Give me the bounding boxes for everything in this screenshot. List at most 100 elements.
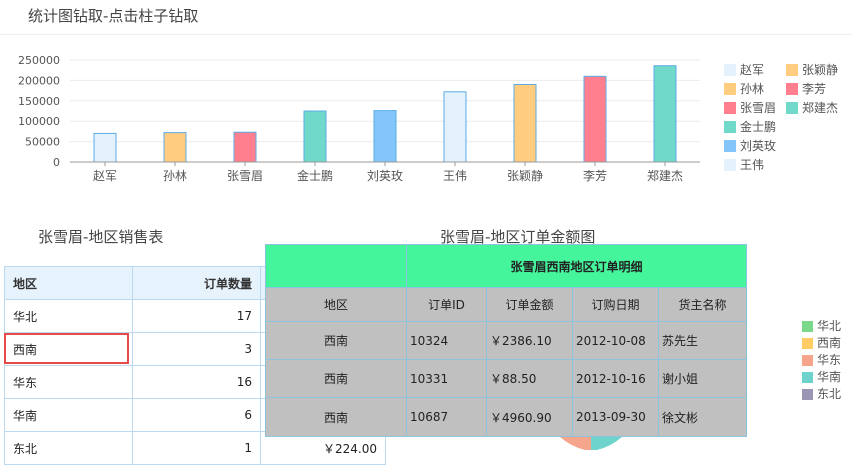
x-tick-label: 李芳: [583, 168, 607, 183]
popup-amount-cell: ￥88.50: [486, 359, 573, 398]
x-tick-label: 张颖静: [507, 169, 543, 183]
region-cell[interactable]: 华北: [4, 299, 133, 333]
region-cell[interactable]: 东北: [4, 431, 133, 465]
bar[interactable]: [513, 83, 537, 163]
sales-table-title: 张雪眉-地区销售表: [38, 228, 164, 246]
column-header-region: 地区: [4, 266, 133, 300]
popup-amount-cell: ￥2386.10: [486, 321, 573, 360]
x-tick-label: 赵军: [93, 169, 117, 183]
y-tick-label: 0: [53, 156, 60, 169]
order-count-cell: 17: [132, 299, 261, 333]
legend-swatch: [802, 321, 813, 332]
order-count-cell: 3: [132, 332, 261, 366]
popup-shipper-cell: 苏先生: [657, 321, 748, 360]
legend-label: 华北: [817, 319, 842, 333]
legend-label: 西南: [817, 336, 842, 350]
legend-label: 王伟: [740, 158, 765, 172]
legend-swatch: [786, 102, 798, 114]
popup-row: 西南 10687 ￥4960.90 2013-09-30 徐文彬: [265, 397, 748, 437]
popup-column-order-id: 订单ID: [406, 287, 487, 322]
legend-label: 郑建杰: [802, 101, 839, 115]
legend-swatch: [802, 338, 813, 349]
selected-cell-highlight: [4, 333, 129, 364]
order-count-cell: 16: [132, 365, 261, 399]
legend-swatch: [802, 389, 813, 400]
legend-label: 刘英玫: [740, 139, 777, 153]
y-tick-label: 200000: [18, 74, 60, 87]
bar[interactable]: [443, 91, 467, 163]
popup-column-amount: 订单金额: [486, 287, 573, 322]
bar[interactable]: [233, 131, 257, 163]
popup-title: 张雪眉西南地区订单明细: [405, 244, 748, 288]
order-detail-popup: 张雪眉西南地区订单明细 地区 订单ID 订单金额 订购日期 货主名称 西南 10…: [265, 244, 748, 437]
table-row[interactable]: 东北 1 ￥224.00: [4, 431, 386, 465]
region-cell[interactable]: 华南: [4, 398, 133, 432]
legend-swatch: [724, 159, 736, 171]
popup-order-id-cell: 10324: [406, 321, 487, 360]
order-count-cell: 1: [132, 431, 261, 465]
popup-date-cell: 2013-09-30: [572, 397, 659, 437]
bar[interactable]: [373, 110, 397, 163]
bar[interactable]: [163, 132, 187, 163]
legend-label: 李芳: [802, 82, 827, 96]
legend-swatch: [786, 64, 798, 76]
legend-label: 张雪眉: [740, 101, 777, 115]
popup-region-cell: 西南: [265, 359, 407, 398]
legend-swatch: [724, 102, 736, 114]
legend-label: 金士鹏: [740, 120, 777, 134]
legend-swatch: [786, 83, 798, 95]
legend-label: 赵军: [740, 63, 765, 77]
pie-chart-partial: [560, 436, 622, 450]
legend-label: 华南: [817, 370, 842, 384]
region-cell[interactable]: 华东: [4, 365, 133, 399]
popup-date-cell: 2012-10-16: [572, 359, 659, 398]
legend-label: 张颖静: [802, 63, 839, 77]
popup-row: 西南 10324 ￥2386.10 2012-10-08 苏先生: [265, 321, 748, 360]
legend-swatch: [802, 355, 813, 366]
popup-date-cell: 2012-10-08: [572, 321, 659, 360]
popup-column-shipper: 货主名称: [657, 287, 748, 322]
page-title: 统计图钻取-点击柱子钻取: [28, 7, 199, 25]
bar[interactable]: [653, 65, 677, 163]
bar-chart: 0 50000 100000 150000 200000 250000 赵军 孙林 张雪眉 金士鹏…: [18, 54, 700, 183]
x-tick-label: 金士鹏: [297, 168, 333, 183]
popup-row: 西南 10331 ￥88.50 2012-10-16 谢小姐: [265, 359, 748, 398]
legend-swatch: [724, 83, 736, 95]
x-tick-label: 刘英玫: [367, 168, 403, 183]
legend-swatch: [802, 372, 813, 383]
legend-label: 华东: [817, 353, 842, 367]
bar[interactable]: [583, 75, 607, 163]
popup-region-cell: 西南: [265, 321, 407, 360]
popup-header-blank: [265, 244, 407, 288]
order-count-cell: 6: [132, 398, 261, 432]
amount-cell: ￥224.00: [260, 431, 386, 465]
pie-slice-partial: [560, 437, 591, 450]
popup-shipper-cell: 徐文彬: [657, 397, 748, 437]
order-amount-chart-title: 张雪眉-地区订单金额图: [440, 228, 596, 246]
popup-order-id-cell: 10687: [406, 397, 487, 437]
popup-region-cell: 西南: [265, 397, 407, 437]
region-cell[interactable]: 西南: [4, 332, 133, 366]
legend-label: 孙林: [740, 82, 765, 96]
legend-swatch: [724, 121, 736, 133]
bar[interactable]: [93, 132, 117, 163]
popup-amount-cell: ￥4960.90: [486, 397, 573, 437]
popup-shipper-cell: 谢小姐: [657, 359, 748, 398]
y-tick-label: 100000: [18, 115, 60, 128]
pie-slice-partial: [591, 437, 622, 450]
y-tick-label: 50000: [25, 136, 60, 149]
title-divider: [0, 34, 852, 35]
y-tick-label: 250000: [18, 54, 60, 67]
legend-label: 东北: [817, 387, 842, 401]
x-tick-label: 王伟: [443, 169, 467, 183]
bar[interactable]: [303, 110, 327, 163]
legend-swatch: [724, 140, 736, 152]
x-tick-label: 孙林: [163, 169, 187, 183]
popup-column-date: 订购日期: [572, 287, 659, 322]
x-tick-label: 郑建杰: [647, 168, 683, 183]
popup-column-region: 地区: [265, 287, 407, 322]
x-tick-label: 张雪眉: [227, 169, 263, 183]
legend-swatch: [724, 64, 736, 76]
column-header-order-count: 订单数量: [132, 266, 261, 300]
popup-order-id-cell: 10331: [406, 359, 487, 398]
